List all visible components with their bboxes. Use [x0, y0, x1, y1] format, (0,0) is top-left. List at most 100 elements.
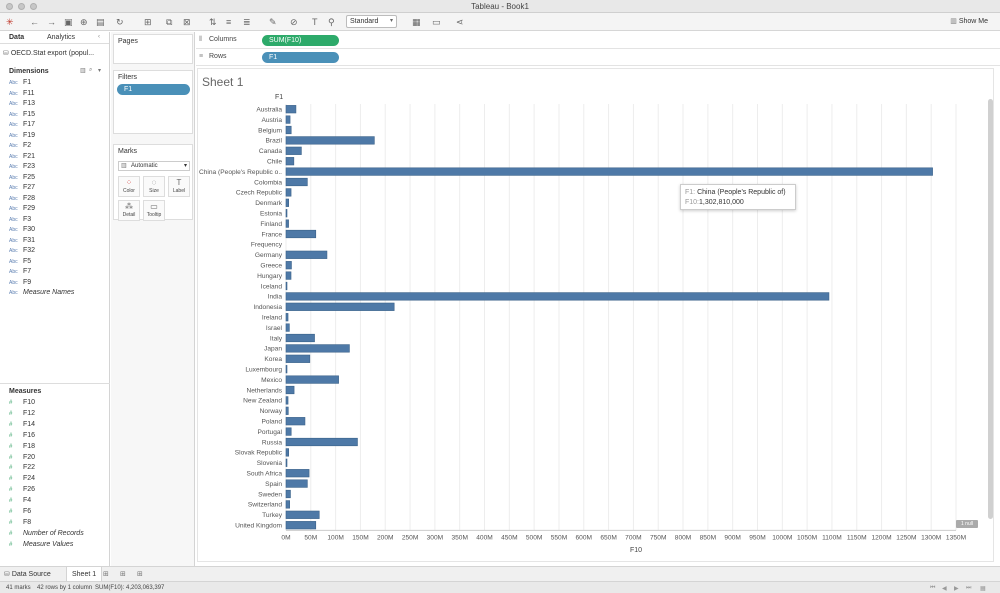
- measure-field[interactable]: # F8: [9, 518, 32, 526]
- bar-mark[interactable]: [285, 427, 292, 436]
- dimension-field[interactable]: Abc F23: [9, 163, 36, 170]
- size-button[interactable]: ◌ Size: [143, 176, 165, 197]
- row-label[interactable]: Japan: [264, 346, 282, 353]
- bar-mark[interactable]: [285, 458, 288, 467]
- new-worksheet-tab-icon[interactable]: ⊞: [103, 571, 109, 578]
- vertical-scrollbar[interactable]: [988, 99, 993, 519]
- bar-mark[interactable]: [285, 344, 350, 353]
- tab-data[interactable]: Data: [9, 34, 25, 41]
- pane-collapse-icon[interactable]: ‹: [98, 34, 100, 40]
- row-label[interactable]: Italy: [270, 335, 283, 342]
- bar-mark[interactable]: [285, 292, 830, 301]
- null-indicator[interactable]: 1 null: [956, 520, 978, 528]
- bar-mark[interactable]: [285, 406, 289, 415]
- bar-mark[interactable]: [285, 261, 292, 270]
- data-source-item[interactable]: ⛁ OECD.Stat export (popul...: [3, 50, 95, 57]
- row-label[interactable]: Czech Republic: [236, 190, 283, 197]
- dimension-field[interactable]: Abc F5: [9, 257, 32, 265]
- color-button[interactable]: ⁘ Color: [118, 176, 140, 197]
- dimension-field[interactable]: Abc F32: [9, 247, 36, 254]
- columns-shelf[interactable]: ⦀ Columns SUM(F10): [196, 32, 1000, 49]
- measure-field[interactable]: # Measure Values: [9, 540, 74, 548]
- dimension-field[interactable]: Abc F1: [9, 79, 32, 86]
- bar-mark[interactable]: [285, 500, 290, 509]
- swap-axes-icon[interactable]: ⇅: [209, 17, 217, 27]
- show-cards-icon[interactable]: ▦: [412, 17, 421, 27]
- row-label[interactable]: Frequency: [251, 242, 283, 249]
- measure-field[interactable]: # F12: [9, 409, 36, 417]
- last-sheet-icon[interactable]: ⏭: [966, 585, 972, 591]
- bar-mark[interactable]: [285, 229, 317, 239]
- row-label[interactable]: Ireland: [262, 315, 282, 322]
- measure-field[interactable]: # F26: [9, 486, 36, 494]
- zoom-window-button[interactable]: [30, 3, 37, 10]
- dimension-field[interactable]: Abc F7: [9, 268, 32, 275]
- forward-icon[interactable]: →: [47, 17, 56, 27]
- sheet-sorter-icon[interactable]: ▦: [980, 586, 986, 592]
- bar-mark[interactable]: [285, 489, 291, 499]
- measure-field[interactable]: # F14: [9, 420, 36, 428]
- show-me-button[interactable]: ▥ Show Me: [950, 18, 988, 25]
- dimension-field[interactable]: Abc F29: [9, 205, 36, 212]
- tab-sheet-1[interactable]: Sheet 1: [66, 567, 103, 582]
- bar-mark[interactable]: [285, 354, 311, 363]
- tableau-logo-icon[interactable]: ✳: [6, 17, 14, 27]
- dimension-field[interactable]: Abc F9: [9, 278, 32, 286]
- search-icon[interactable]: ⌕: [89, 67, 93, 73]
- row-label[interactable]: Colombia: [254, 179, 282, 186]
- bar-mark[interactable]: [285, 136, 375, 145]
- share-icon[interactable]: ⋖: [456, 17, 464, 27]
- measure-field[interactable]: # F24: [9, 475, 36, 483]
- row-label[interactable]: Slovenia: [257, 460, 283, 467]
- bar-mark[interactable]: [285, 510, 320, 519]
- clear-sheet-icon[interactable]: ⊠: [183, 17, 191, 27]
- row-label[interactable]: Slovak Republic: [235, 450, 283, 457]
- bar-mark[interactable]: [285, 115, 291, 124]
- bar-mark[interactable]: [285, 313, 289, 322]
- dimension-field[interactable]: Abc Measure Names: [9, 289, 75, 296]
- prev-sheet-icon[interactable]: ◀: [942, 586, 947, 592]
- row-label[interactable]: Austria: [261, 117, 282, 124]
- rows-shelf[interactable]: ≡ Rows F1: [196, 49, 1000, 66]
- fix-axes-icon[interactable]: ⚲: [328, 17, 335, 27]
- dimension-field[interactable]: Abc F3: [9, 215, 32, 223]
- refresh-icon[interactable]: ↻: [116, 17, 124, 27]
- measure-field[interactable]: # F10: [9, 399, 36, 406]
- row-label[interactable]: Brazil: [266, 138, 283, 145]
- bar-mark[interactable]: [285, 448, 289, 457]
- row-label[interactable]: Belgium: [258, 127, 282, 134]
- close-window-button[interactable]: [6, 3, 13, 10]
- next-sheet-icon[interactable]: ▶: [954, 586, 959, 592]
- dimension-field[interactable]: Abc F19: [9, 131, 36, 139]
- bar-mark[interactable]: [285, 250, 328, 259]
- row-label[interactable]: Australia: [256, 107, 282, 114]
- rows-pill-f1[interactable]: F1: [262, 52, 339, 63]
- row-label[interactable]: Sweden: [258, 491, 282, 498]
- bar-mark[interactable]: [285, 396, 289, 405]
- duplicate-sheet-icon[interactable]: ⧉: [166, 17, 173, 27]
- row-label[interactable]: Germany: [255, 252, 283, 259]
- first-sheet-icon[interactable]: ⏮: [930, 585, 936, 591]
- row-label[interactable]: Korea: [264, 356, 282, 363]
- measure-field[interactable]: # Number of Records: [9, 529, 84, 537]
- bar-mark[interactable]: [285, 105, 297, 114]
- measure-field[interactable]: # F18: [9, 442, 36, 450]
- bar-mark[interactable]: [285, 177, 308, 187]
- bar-mark[interactable]: [285, 281, 288, 291]
- row-label[interactable]: Israel: [266, 325, 283, 332]
- dimension-field[interactable]: Abc F28: [9, 194, 36, 202]
- row-label[interactable]: China (People's Republic o..: [199, 169, 282, 176]
- dimension-field[interactable]: Abc F11: [9, 89, 35, 97]
- mark-type-select[interactable]: ▥ Automatic ▾: [118, 161, 190, 171]
- measure-field[interactable]: # F6: [9, 508, 32, 515]
- bar-mark[interactable]: [285, 479, 308, 488]
- row-label[interactable]: Norway: [260, 408, 283, 415]
- row-label[interactable]: Estonia: [260, 211, 282, 218]
- sort-descending-icon[interactable]: ≣: [243, 17, 251, 27]
- new-worksheet-icon[interactable]: ⊞: [144, 17, 152, 27]
- measure-field[interactable]: # F20: [9, 453, 36, 461]
- row-label[interactable]: Switzerland: [248, 502, 282, 509]
- bar-mark[interactable]: [285, 385, 295, 395]
- tab-analytics[interactable]: Analytics: [47, 34, 76, 41]
- row-label[interactable]: India: [268, 294, 283, 301]
